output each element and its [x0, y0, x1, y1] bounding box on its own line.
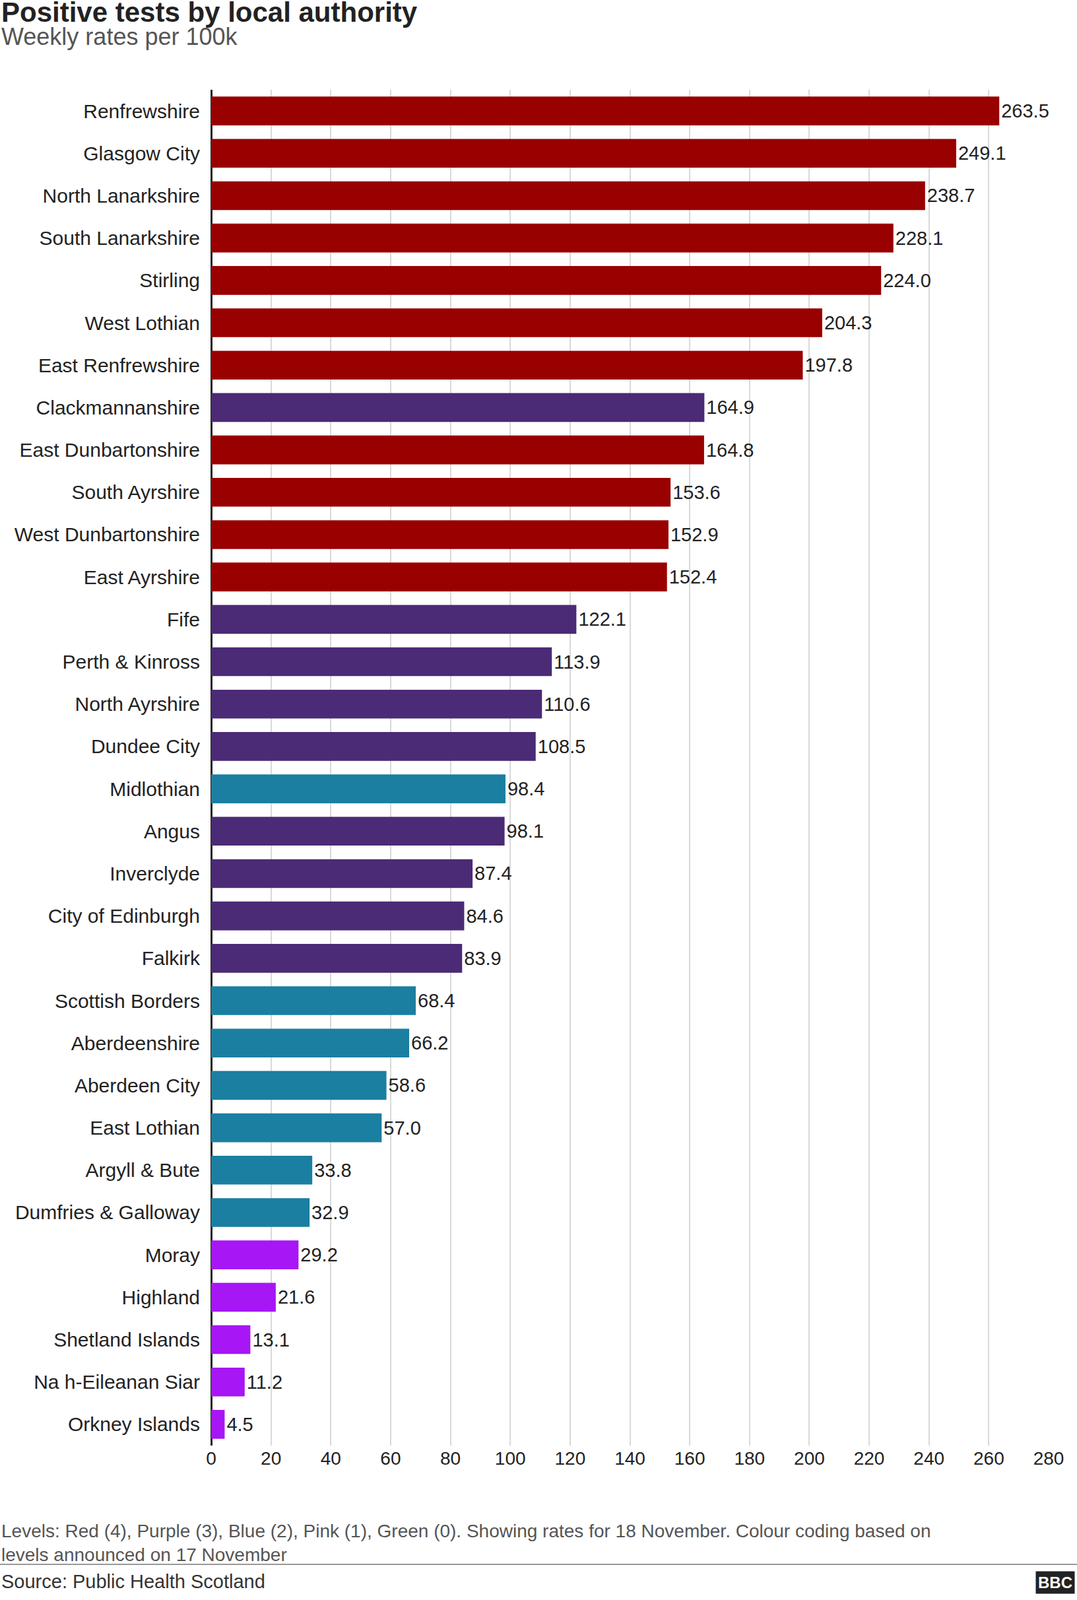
svg-text:4.5: 4.5 [226, 1413, 253, 1435]
svg-text:224.0: 224.0 [882, 269, 932, 292]
svg-text:120: 120 [554, 1447, 587, 1469]
svg-text:Fife: Fife [166, 608, 200, 631]
svg-text:153.6: 153.6 [672, 481, 721, 503]
svg-text:263.5: 263.5 [1001, 100, 1050, 122]
svg-text:City of Edinburgh: City of Edinburgh [48, 904, 200, 927]
svg-text:Highland: Highland [122, 1286, 200, 1308]
svg-text:57.0: 57.0 [383, 1117, 421, 1139]
svg-text:240: 240 [913, 1447, 945, 1469]
svg-text:260: 260 [973, 1447, 1005, 1469]
svg-text:South Lanarkshire: South Lanarkshire [39, 227, 201, 249]
svg-text:110.6: 110.6 [543, 693, 590, 715]
svg-text:220: 220 [853, 1447, 885, 1469]
svg-text:South Ayrshire: South Ayrshire [71, 481, 200, 503]
svg-text:Argyll & Bute: Argyll & Bute [85, 1158, 200, 1181]
svg-text:33.8: 33.8 [314, 1159, 352, 1181]
svg-text:152.4: 152.4 [669, 566, 718, 588]
svg-text:21.6: 21.6 [277, 1286, 315, 1308]
svg-text:Positive tests by local author: Positive tests by local authority [1, 0, 418, 28]
svg-text:160: 160 [674, 1447, 706, 1469]
svg-text:Moray: Moray [145, 1243, 200, 1266]
svg-text:East Ayrshire: East Ayrshire [83, 566, 200, 588]
svg-text:113.9: 113.9 [553, 651, 600, 673]
svg-text:West Lothian: West Lothian [84, 312, 200, 334]
svg-text:East Lothian: East Lothian [89, 1116, 200, 1139]
svg-text:58.6: 58.6 [388, 1074, 426, 1096]
svg-text:87.4: 87.4 [474, 862, 512, 884]
svg-text:0: 0 [205, 1447, 217, 1469]
svg-text:98.4: 98.4 [507, 778, 545, 800]
svg-text:Midlothian: Midlothian [109, 778, 200, 800]
svg-text:Orkney Islands: Orkney Islands [67, 1412, 200, 1435]
svg-text:Inverclyde: Inverclyde [109, 862, 200, 885]
svg-text:108.5: 108.5 [537, 735, 587, 757]
svg-text:Angus: Angus [143, 820, 200, 843]
svg-text:East Dunbartonshire: East Dunbartonshire [19, 438, 201, 461]
svg-text:164.8: 164.8 [706, 439, 755, 461]
svg-text:84.6: 84.6 [465, 905, 503, 927]
svg-text:238.7: 238.7 [927, 184, 976, 206]
svg-text:Stirling: Stirling [139, 269, 200, 292]
svg-text:11.2: 11.2 [246, 1371, 283, 1393]
svg-text:Shetland Islands: Shetland Islands [53, 1328, 200, 1351]
svg-text:164.9: 164.9 [706, 396, 755, 418]
svg-text:Dumfries & Galloway: Dumfries & Galloway [15, 1201, 200, 1223]
svg-text:Aberdeen City: Aberdeen City [74, 1074, 200, 1097]
svg-text:32.9: 32.9 [311, 1201, 349, 1223]
svg-text:66.2: 66.2 [411, 1032, 449, 1054]
svg-text:204.3: 204.3 [824, 312, 873, 334]
svg-text:98.1: 98.1 [506, 820, 544, 842]
svg-text:83.9: 83.9 [463, 947, 501, 969]
svg-text:North Ayrshire: North Ayrshire [74, 692, 200, 715]
svg-text:180: 180 [733, 1447, 765, 1469]
svg-text:140: 140 [614, 1447, 646, 1469]
svg-text:40: 40 [320, 1447, 342, 1469]
svg-text:197.8: 197.8 [804, 354, 853, 376]
svg-text:Renfrewshire: Renfrewshire [83, 100, 200, 123]
svg-text:Clackmannanshire: Clackmannanshire [36, 396, 200, 419]
svg-text:68.4: 68.4 [417, 989, 455, 1012]
svg-text:Glasgow City: Glasgow City [83, 142, 200, 165]
svg-text:80: 80 [440, 1447, 461, 1469]
svg-text:200: 200 [793, 1447, 825, 1469]
svg-text:20: 20 [260, 1447, 282, 1469]
svg-text:122.1: 122.1 [578, 608, 627, 630]
svg-text:100: 100 [494, 1447, 526, 1469]
svg-text:228.1: 228.1 [895, 227, 944, 249]
svg-text:East Renfrewshire: East Renfrewshire [38, 354, 200, 377]
svg-text:13.1: 13.1 [252, 1329, 290, 1351]
svg-text:Falkirk: Falkirk [141, 946, 201, 969]
svg-text:152.9: 152.9 [670, 523, 719, 546]
svg-text:29.2: 29.2 [300, 1243, 338, 1266]
svg-text:249.1: 249.1 [958, 142, 1007, 164]
svg-text:Dundee City: Dundee City [91, 735, 200, 757]
svg-text:Source: Public Health Scotland: Source: Public Health Scotland [1, 1570, 266, 1592]
svg-text:North Lanarkshire: North Lanarkshire [42, 184, 200, 207]
svg-text:BBC: BBC [1038, 1573, 1073, 1592]
svg-text:West Dunbartonshire: West Dunbartonshire [14, 523, 200, 546]
svg-text:280: 280 [1033, 1447, 1065, 1469]
svg-text:Perth & Kinross: Perth & Kinross [62, 650, 200, 673]
svg-text:Scottish Borders: Scottish Borders [54, 989, 200, 1012]
svg-text:60: 60 [380, 1447, 401, 1469]
svg-text:Levels: Red (4), Purple (3), B: Levels: Red (4), Purple (3), Blue (2), P… [1, 1520, 931, 1565]
svg-text:Weekly rates per 100k: Weekly rates per 100k [1, 23, 239, 51]
svg-text:Na h-Eileanan Siar: Na h-Eileanan Siar [33, 1370, 200, 1393]
svg-text:Aberdeenshire: Aberdeenshire [71, 1032, 200, 1054]
